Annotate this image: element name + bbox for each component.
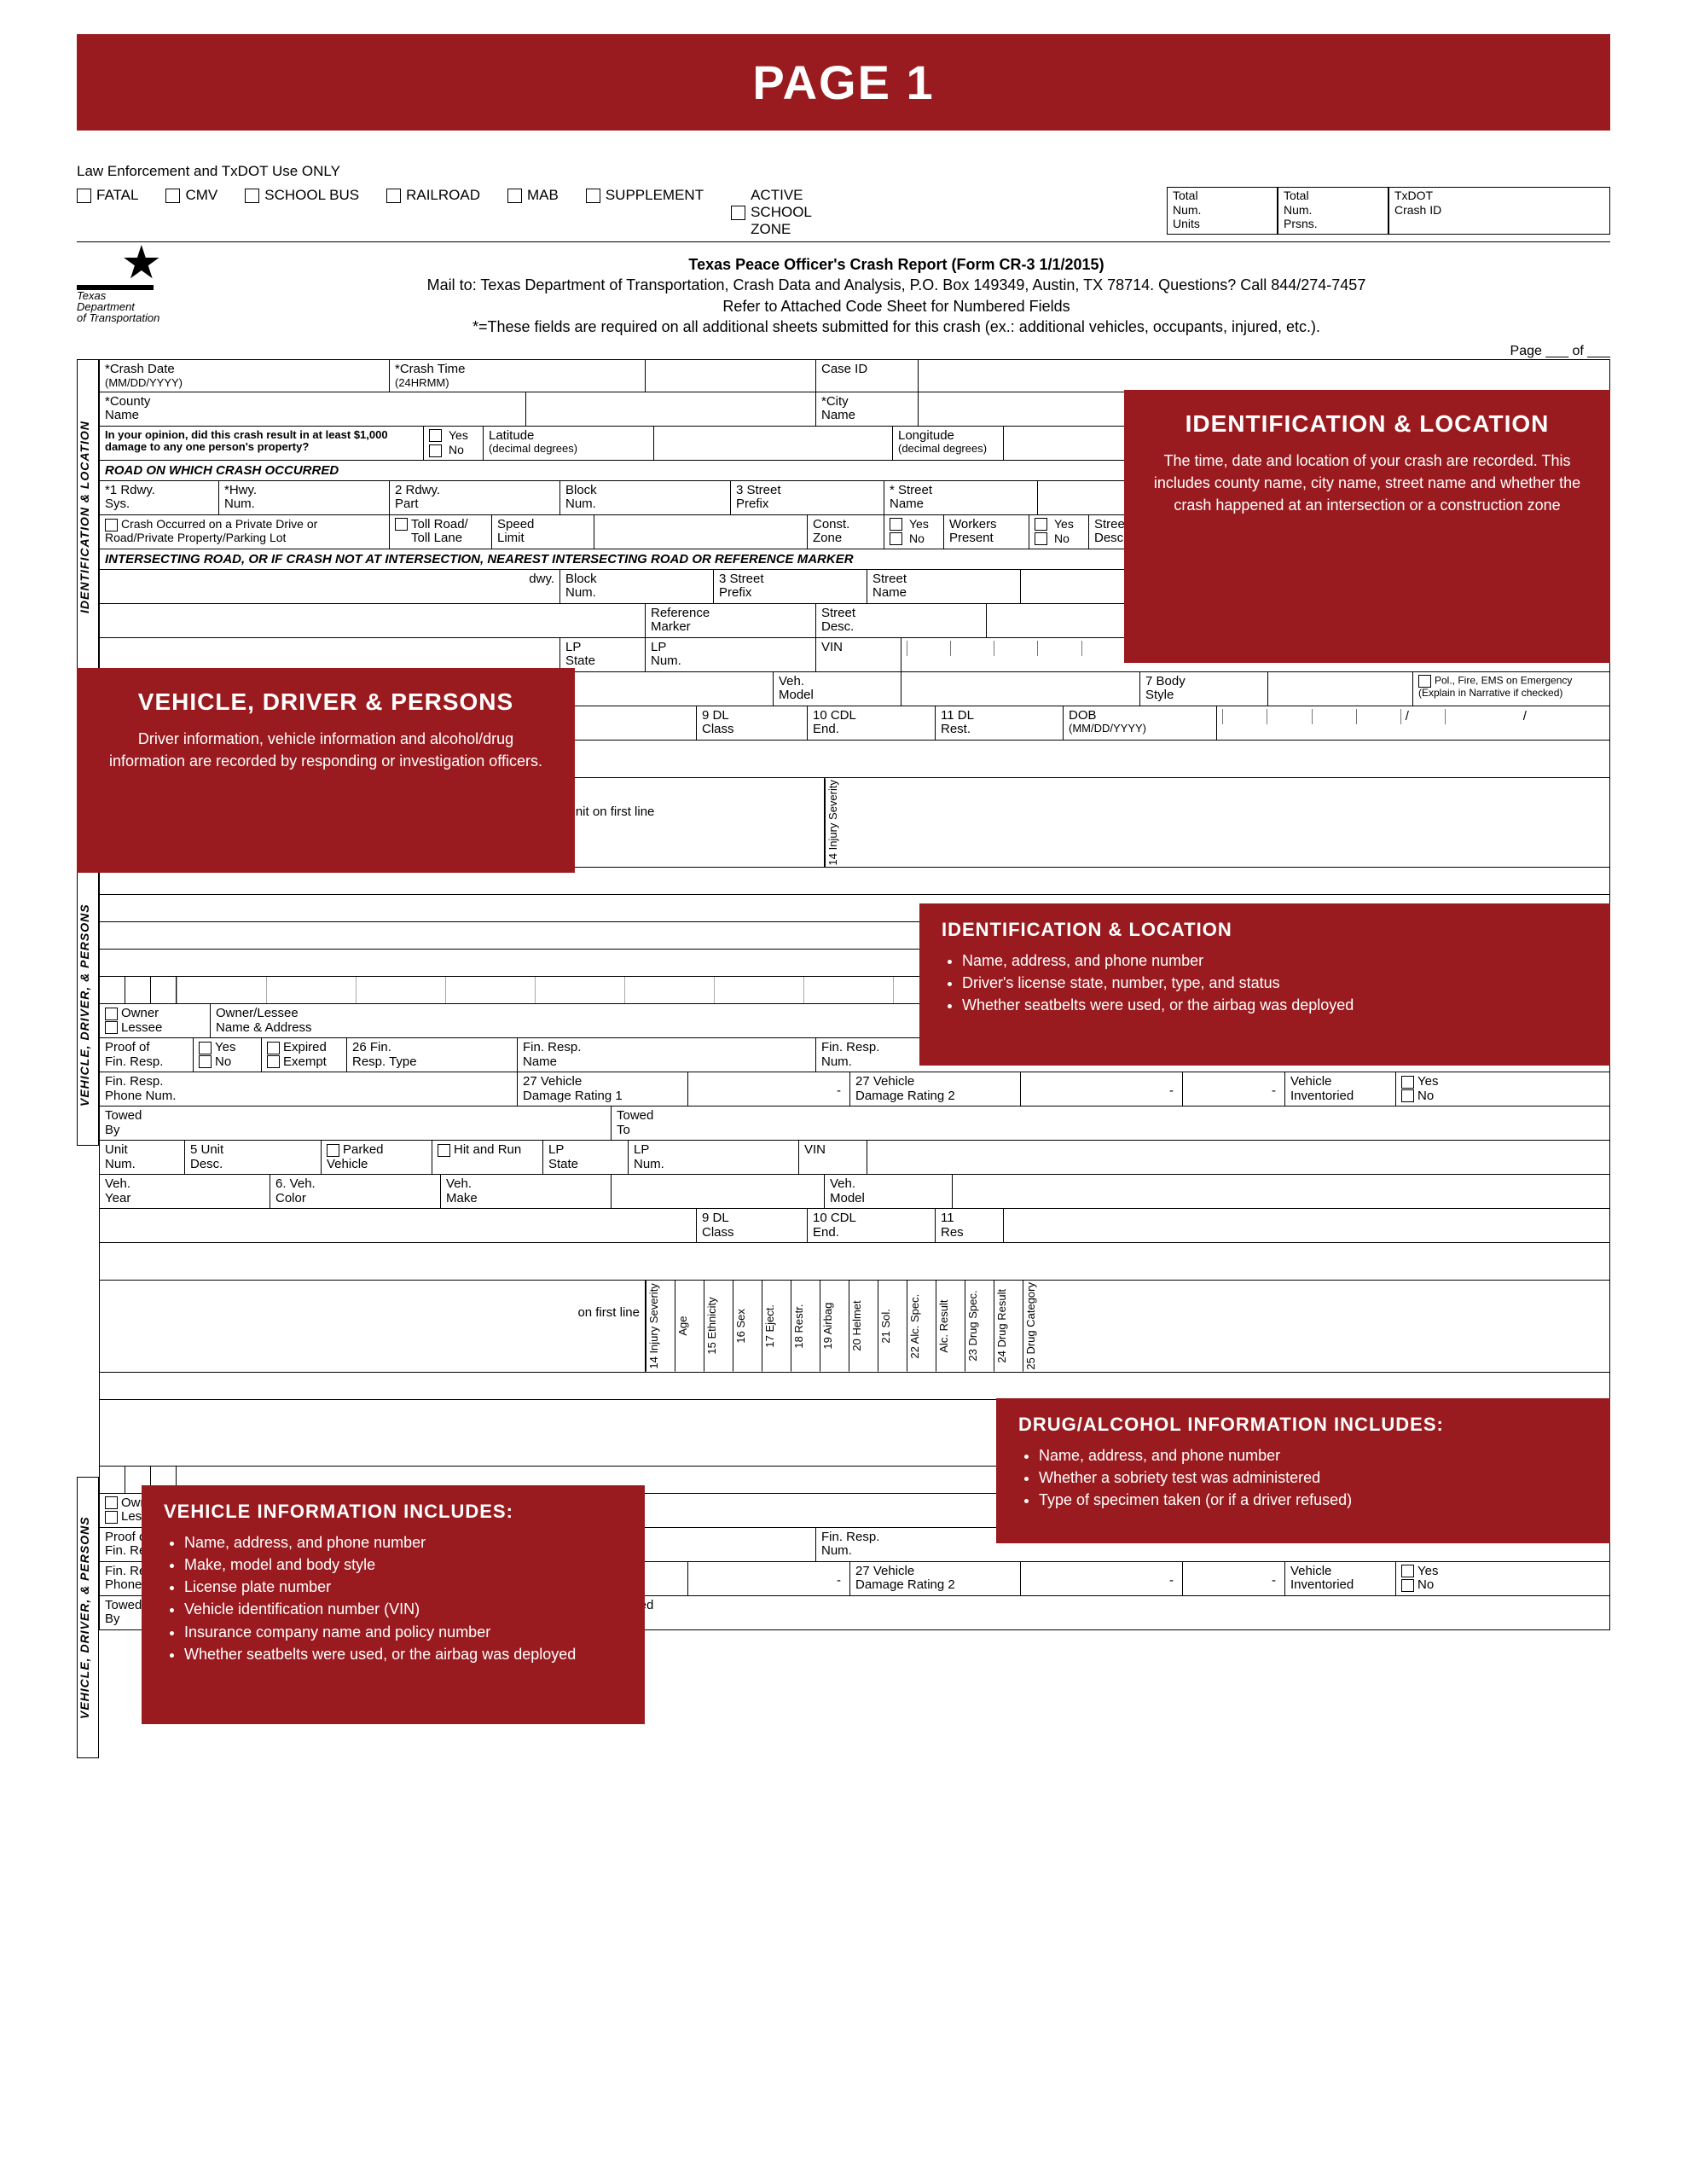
page-of: Page ___ of ___ <box>77 344 1610 359</box>
callout-drug: DRUG/ALCOHOL INFORMATION INCLUDES: Name,… <box>996 1398 1610 1543</box>
top-check-row: FATAL CMV SCHOOL BUS RAILROAD MAB SUPPLE… <box>77 187 1610 242</box>
callout-idloc2: IDENTIFICATION & LOCATION Name, address,… <box>919 903 1610 1066</box>
txdot-logo: ★ TexasDepartmentof Transportation <box>77 254 171 337</box>
total-persons: TotalNum.Prsns. <box>1278 187 1388 235</box>
vtab-vdp-2: VEHICLE, DRIVER, & PERSONS <box>77 1477 99 1758</box>
check-railroad[interactable]: RAILROAD <box>386 187 480 204</box>
callout-vdp: VEHICLE, DRIVER & PERSONS Driver informa… <box>77 668 575 873</box>
callout-vehicle: VEHICLE INFORMATION INCLUDES: Name, addr… <box>142 1485 645 1724</box>
callout-idloc: IDENTIFICATION & LOCATION The time, date… <box>1124 390 1610 663</box>
check-supplement[interactable]: SUPPLEMENT <box>586 187 704 204</box>
vtab-vdp-1: VEHICLE, DRIVER, & PERSONS <box>77 864 99 1146</box>
star-icon: ★ <box>77 254 171 273</box>
form-header: Texas Peace Officer's Crash Report (Form… <box>183 254 1610 337</box>
total-units: TotalNum.Units <box>1167 187 1278 235</box>
top-use-label: Law Enforcement and TxDOT Use ONLY <box>77 163 1610 180</box>
check-cmv[interactable]: CMV <box>165 187 217 204</box>
check-mab[interactable]: MAB <box>507 187 559 204</box>
txdot-crash-id: TxDOTCrash ID <box>1388 187 1610 235</box>
check-active-school-zone[interactable]: ACTIVE SCHOOL ZONE <box>731 187 853 238</box>
page-banner: PAGE 1 <box>77 34 1610 131</box>
vtab-idloc: IDENTIFICATION & LOCATION <box>77 359 99 675</box>
check-school-bus[interactable]: SCHOOL BUS <box>245 187 359 204</box>
check-fatal[interactable]: FATAL <box>77 187 138 204</box>
